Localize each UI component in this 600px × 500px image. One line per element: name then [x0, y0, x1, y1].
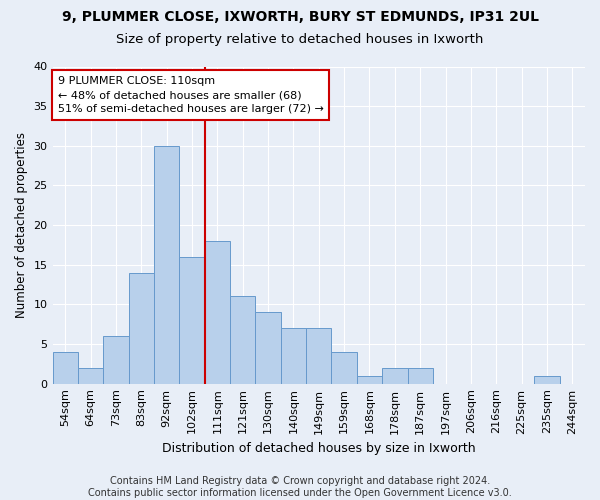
Bar	[230, 296, 256, 384]
Bar	[331, 352, 357, 384]
Y-axis label: Number of detached properties: Number of detached properties	[15, 132, 28, 318]
Bar	[103, 336, 128, 384]
Bar	[382, 368, 407, 384]
Bar	[205, 241, 230, 384]
Text: Size of property relative to detached houses in Ixworth: Size of property relative to detached ho…	[116, 32, 484, 46]
Bar	[78, 368, 103, 384]
Bar	[357, 376, 382, 384]
Text: 9 PLUMMER CLOSE: 110sqm
← 48% of detached houses are smaller (68)
51% of semi-de: 9 PLUMMER CLOSE: 110sqm ← 48% of detache…	[58, 76, 324, 114]
Bar	[179, 257, 205, 384]
Bar	[306, 328, 331, 384]
Bar	[154, 146, 179, 384]
X-axis label: Distribution of detached houses by size in Ixworth: Distribution of detached houses by size …	[162, 442, 476, 455]
Text: 9, PLUMMER CLOSE, IXWORTH, BURY ST EDMUNDS, IP31 2UL: 9, PLUMMER CLOSE, IXWORTH, BURY ST EDMUN…	[62, 10, 539, 24]
Bar	[407, 368, 433, 384]
Bar	[281, 328, 306, 384]
Bar	[128, 272, 154, 384]
Text: Contains HM Land Registry data © Crown copyright and database right 2024.
Contai: Contains HM Land Registry data © Crown c…	[88, 476, 512, 498]
Bar	[534, 376, 560, 384]
Bar	[53, 352, 78, 384]
Bar	[256, 312, 281, 384]
